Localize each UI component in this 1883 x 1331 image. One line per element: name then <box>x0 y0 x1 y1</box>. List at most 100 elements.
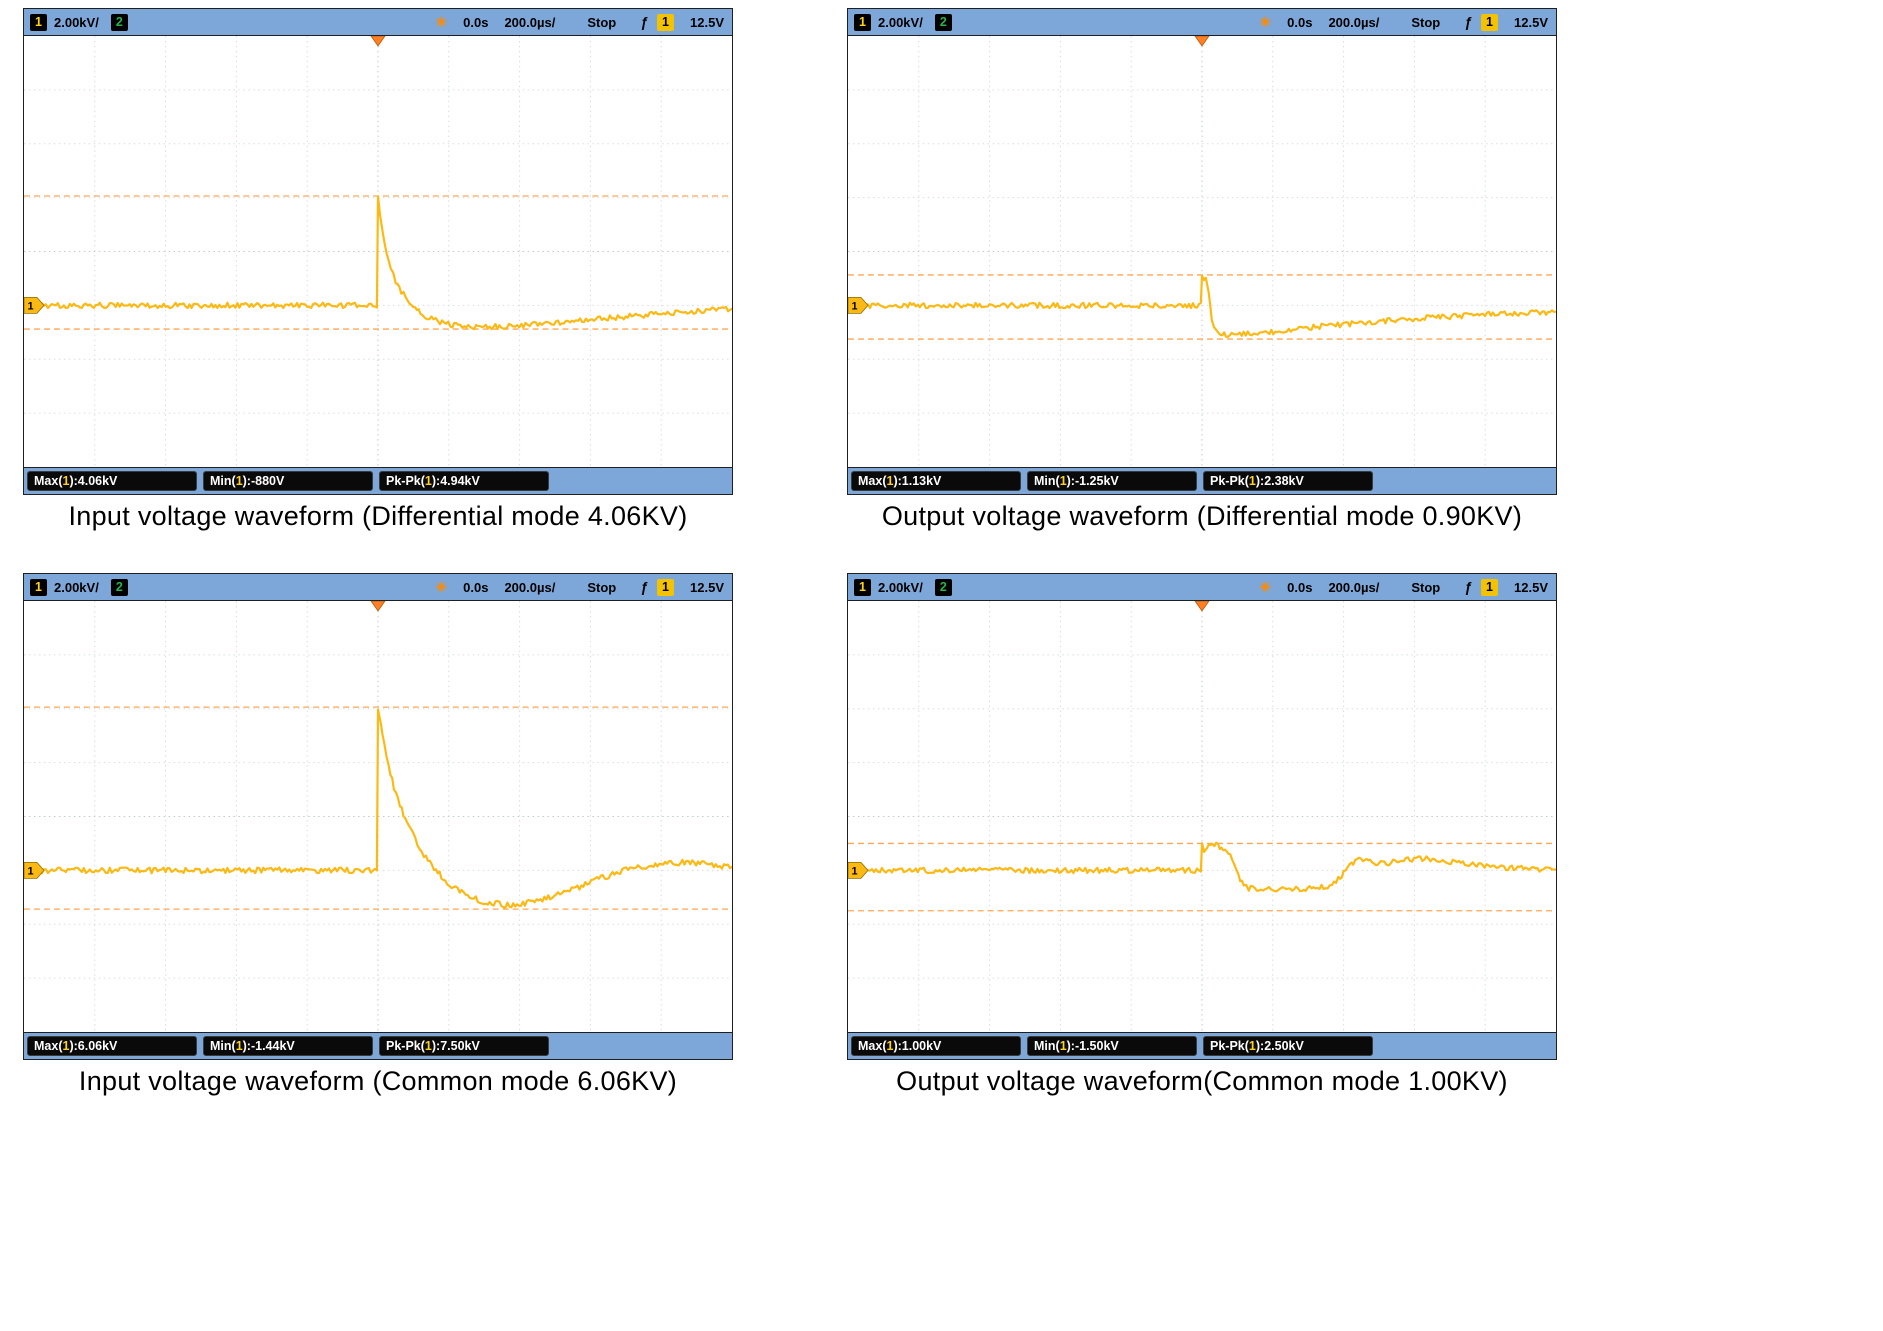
measurement-label: Pk-Pk( <box>386 474 425 488</box>
system-menu-icon: ✳ <box>1259 13 1272 30</box>
measurement-min: Min(1): -880V <box>203 471 373 491</box>
oscilloscope-screenshot: 1 2.00kV/ 2 ✳ 0.0s 200.0µs/ Stop ƒ 1 12.… <box>847 573 1557 1060</box>
measurement-max: Max(1): 4.06kV <box>27 471 197 491</box>
measurement-label: ): <box>242 474 251 488</box>
channel-number: 1 <box>62 1039 70 1053</box>
caption-output-common: Output voltage waveform(Common mode 1.00… <box>896 1066 1508 1096</box>
measurement-value: 6.06kV <box>77 1039 118 1053</box>
measurement-min: Min(1): -1.44kV <box>203 1036 373 1056</box>
channel-1-badge: 1 <box>30 578 47 596</box>
measurement-label: ): <box>893 474 902 488</box>
channel-number: 1 <box>886 474 894 488</box>
channel-number: 1 <box>235 474 243 488</box>
trigger-edge-icon: ƒ <box>1464 14 1473 30</box>
measurement-value: 7.50kV <box>440 1039 480 1053</box>
measurement-min: Min(1): -1.25kV <box>1027 471 1197 491</box>
measurement-max: Max(1): 1.00kV <box>851 1036 1021 1056</box>
caption-input-differential: Input voltage waveform (Differential mod… <box>68 501 688 531</box>
channel-number: 1 <box>235 1039 243 1053</box>
measurement-label: Max( <box>34 1039 63 1053</box>
trigger-edge-icon: ƒ <box>640 14 649 30</box>
channel-number: 1 <box>1059 474 1067 488</box>
acquisition-state: Stop <box>1411 579 1441 595</box>
horizontal-delay-readout: 0.0s <box>1287 579 1313 595</box>
channel-number: 1 <box>1248 474 1256 488</box>
scope-panel-output-common: 1 2.00kV/ 2 ✳ 0.0s 200.0µs/ Stop ƒ 1 12.… <box>847 573 1557 1060</box>
caption-input-common: Input voltage waveform (Common mode 6.06… <box>78 1066 678 1096</box>
channel-1-badge: 1 <box>854 13 871 31</box>
trigger-level-readout: 12.5V <box>1514 14 1548 30</box>
horizontal-delay-readout: 0.0s <box>1287 14 1313 30</box>
measurement-label: Pk-Pk( <box>1210 474 1249 488</box>
channel-1-scale: 2.00kV/ <box>878 14 923 30</box>
scope-header-bar: 1 2.00kV/ 2 ✳ 0.0s 200.0µs/ Stop ƒ 1 12.… <box>848 574 1556 600</box>
measurement-pkpk: Pk-Pk(1): 4.94kV <box>379 471 549 491</box>
scope-panel-input-differential: 1 2.00kV/ 2 ✳ 0.0s 200.0µs/ Stop ƒ 1 12.… <box>23 8 733 495</box>
measurement-label: Max( <box>858 1039 887 1053</box>
timebase-readout: 200.0µs/ <box>504 14 556 30</box>
acquisition-state: Stop <box>587 14 617 30</box>
measurement-bar: Max(1): 1.13kV Min(1): -1.25kV Pk-Pk(1):… <box>848 468 1556 494</box>
measurement-label: Min( <box>210 474 236 488</box>
scope-header-bar: 1 2.00kV/ 2 ✳ 0.0s 200.0µs/ Stop ƒ 1 12.… <box>24 574 732 600</box>
channel-number: 1 <box>424 474 432 488</box>
measurement-label: ): <box>1255 1039 1265 1053</box>
waveform-plot: 1 <box>848 36 1556 467</box>
channel-2-badge: 2 <box>110 578 128 596</box>
waveform-plot: 1 <box>848 601 1556 1032</box>
trigger-level-readout: 12.5V <box>690 14 724 30</box>
waveform-plot: 1 <box>24 36 732 467</box>
measurement-label: ): <box>69 1039 78 1053</box>
measurement-label: Pk-Pk( <box>1210 1039 1249 1053</box>
timebase-readout: 200.0µs/ <box>1328 579 1380 595</box>
measurement-max: Max(1): 6.06kV <box>27 1036 197 1056</box>
measurement-min: Min(1): -1.50kV <box>1027 1036 1197 1056</box>
trigger-source-badge: 1 <box>1481 578 1499 596</box>
horizontal-delay-readout: 0.0s <box>463 14 489 30</box>
channel-number: 1 <box>886 1039 894 1053</box>
measurement-value: 2.38kV <box>1264 474 1304 488</box>
oscilloscope-screenshot: 1 2.00kV/ 2 ✳ 0.0s 200.0µs/ Stop ƒ 1 12.… <box>847 8 1557 495</box>
svg-text:1: 1 <box>27 866 33 878</box>
system-menu-icon: ✳ <box>435 578 448 595</box>
channel-1-badge: 1 <box>30 13 47 31</box>
measurement-label: Min( <box>210 1039 236 1053</box>
trigger-edge-icon: ƒ <box>1464 579 1473 595</box>
trigger-level-readout: 12.5V <box>690 579 724 595</box>
graticule-screen: 1 <box>848 35 1556 468</box>
measurement-pkpk: Pk-Pk(1): 7.50kV <box>379 1036 549 1056</box>
timebase-readout: 200.0µs/ <box>1328 14 1380 30</box>
measurement-label: ): <box>1066 474 1075 488</box>
oscilloscope-screenshot: 1 2.00kV/ 2 ✳ 0.0s 200.0µs/ Stop ƒ 1 12.… <box>23 573 733 1060</box>
channel-number: 1 <box>62 474 70 488</box>
measurement-bar: Max(1): 4.06kV Min(1): -880V Pk-Pk(1): 4… <box>24 468 732 494</box>
trigger-source-badge: 1 <box>1481 13 1499 31</box>
measurement-pkpk: Pk-Pk(1): 2.50kV <box>1203 1036 1373 1056</box>
graticule-screen: 1 <box>848 600 1556 1033</box>
measurement-label: Max( <box>34 474 63 488</box>
channel-number: 1 <box>1248 1039 1256 1053</box>
trigger-source-badge: 1 <box>657 13 675 31</box>
caption-output-differential: Output voltage waveform (Differential mo… <box>881 501 1523 531</box>
measurement-label: ): <box>431 1039 441 1053</box>
measurement-label: Min( <box>1034 474 1060 488</box>
oscilloscope-screenshot: 1 2.00kV/ 2 ✳ 0.0s 200.0µs/ Stop ƒ 1 12.… <box>23 8 733 495</box>
measurement-label: ): <box>431 474 441 488</box>
channel-number: 1 <box>424 1039 432 1053</box>
measurement-label: ): <box>893 1039 902 1053</box>
scope-panel-input-common: 1 2.00kV/ 2 ✳ 0.0s 200.0µs/ Stop ƒ 1 12.… <box>23 573 733 1060</box>
scope-panel-output-differential: 1 2.00kV/ 2 ✳ 0.0s 200.0µs/ Stop ƒ 1 12.… <box>847 8 1557 495</box>
trigger-source-badge: 1 <box>657 578 675 596</box>
measurement-value: -1.44kV <box>250 1039 295 1053</box>
measurement-label: ): <box>242 1039 251 1053</box>
scope-header-bar: 1 2.00kV/ 2 ✳ 0.0s 200.0µs/ Stop ƒ 1 12.… <box>848 9 1556 35</box>
trigger-edge-icon: ƒ <box>640 579 649 595</box>
graticule-screen: 1 <box>24 600 732 1033</box>
svg-text:1: 1 <box>851 866 857 878</box>
measurement-value: 1.13kV <box>901 474 942 488</box>
channel-2-badge: 2 <box>934 578 952 596</box>
scope-header-bar: 1 2.00kV/ 2 ✳ 0.0s 200.0µs/ Stop ƒ 1 12.… <box>24 9 732 35</box>
horizontal-delay-readout: 0.0s <box>463 579 489 595</box>
graticule-screen: 1 <box>24 35 732 468</box>
svg-text:1: 1 <box>27 301 33 313</box>
